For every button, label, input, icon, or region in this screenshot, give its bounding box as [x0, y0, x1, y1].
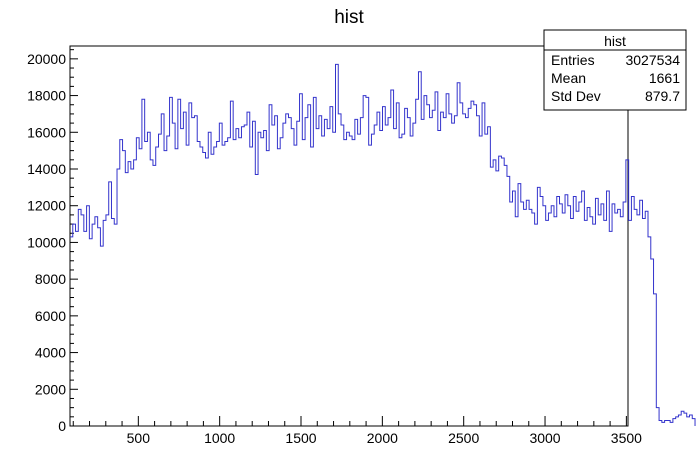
y-tick-label: 10000 [27, 234, 66, 250]
y-tick-label: 8000 [35, 271, 66, 287]
x-tick-label: 2000 [367, 430, 398, 446]
y-tick-label: 18000 [27, 88, 66, 104]
y-axis: 0 2000 4000 6000 8000 10000 12000 14000 16000 180… [27, 49, 78, 434]
y-tick-label: 14000 [27, 161, 66, 177]
stats-box-title: hist [604, 33, 626, 49]
x-tick-label: 3500 [611, 430, 642, 446]
x-tick-label: 1000 [204, 430, 235, 446]
stats-value-stddev: 879.7 [645, 88, 680, 104]
x-tick-label: 2500 [448, 430, 479, 446]
y-tick-label: 12000 [27, 198, 66, 214]
y-tick-label: 16000 [27, 124, 66, 140]
stats-label-stddev: Std Dev [551, 88, 601, 104]
y-tick-label: 2000 [35, 381, 66, 397]
x-tick-label: 3000 [529, 430, 560, 446]
x-tick-label: 500 [127, 430, 151, 446]
histogram-series-line [70, 63, 696, 426]
chart-title: hist [334, 7, 364, 28]
y-tick-label: 0 [58, 418, 66, 434]
y-tick-label: 20000 [27, 51, 66, 67]
stats-label-entries: Entries [551, 52, 595, 68]
y-tick-label: 4000 [35, 345, 66, 361]
stats-value-mean: 1661 [649, 70, 680, 86]
y-tick-label: 6000 [35, 308, 66, 324]
x-tick-label: 1500 [285, 430, 316, 446]
stats-box-frame [543, 29, 687, 111]
x-axis: 500 1000 1500 2000 2500 3000 3500 [72, 416, 642, 446]
stats-label-mean: Mean [551, 70, 586, 86]
plot-frame [69, 45, 629, 427]
stats-box: hist Entries 3027534 Mean 1661 Std Dev 8… [543, 29, 687, 111]
stats-value-entries: 3027534 [625, 52, 680, 68]
